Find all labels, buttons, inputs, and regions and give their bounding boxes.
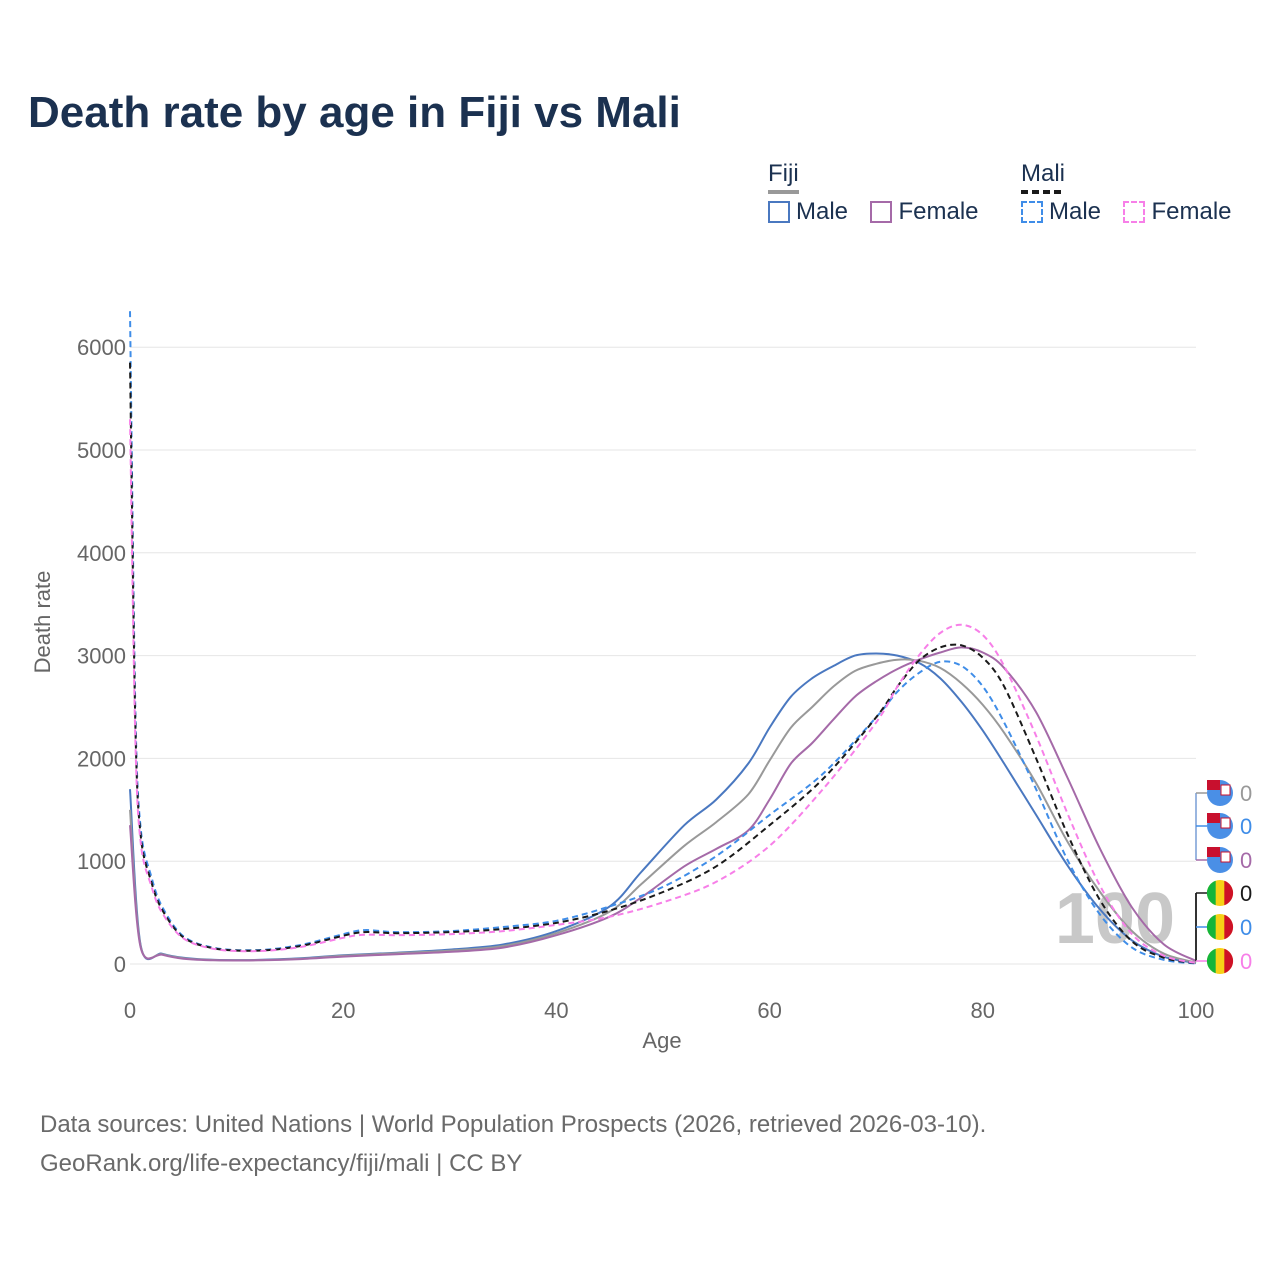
legend-group-fiji: Fiji Male Female <box>768 160 997 228</box>
legend-head-line-solid <box>768 190 799 194</box>
legend-item-label: Female <box>1151 198 1232 225</box>
legend-item-label: Female <box>898 198 979 225</box>
mali-flag-red <box>1224 880 1234 906</box>
legend-item-mali-male[interactable]: Male <box>1021 198 1101 226</box>
end-value-label: 0 <box>1240 881 1252 906</box>
series-line-fiji-both <box>129 658 1197 964</box>
source-link[interactable]: GeoRank.org/life-expectancy/fiji/mali | … <box>40 1150 523 1177</box>
y-tick-label: 1000 <box>77 849 126 874</box>
mali-flag-red <box>1224 948 1234 974</box>
x-tick-label: 40 <box>544 998 568 1023</box>
fiji-flag-shield <box>1220 784 1231 796</box>
legend-swatch <box>1021 201 1043 223</box>
series-line-mali-both <box>129 362 1197 965</box>
age-annotation: 100 <box>1055 879 1175 959</box>
fiji-flag-shield <box>1220 817 1231 829</box>
series-line-mali-male <box>129 311 1197 965</box>
y-tick-label: 0 <box>114 952 126 977</box>
legend-head-label: Mali <box>1021 160 1066 187</box>
legend-group-mali: Mali Male Female <box>1021 160 1250 228</box>
legend-head-label: Fiji <box>768 160 799 187</box>
legend-head-mali: Mali <box>1021 160 1066 194</box>
footer: Data sources: United Nations | World Pop… <box>40 1105 986 1183</box>
fiji-flag-canton <box>1207 780 1220 790</box>
x-axis-label: Age <box>642 1028 681 1053</box>
y-tick-label: 4000 <box>77 541 126 566</box>
legend-item-label: Male <box>796 198 849 225</box>
legend-item-label: Male <box>1049 198 1102 225</box>
mali-flag-green <box>1206 948 1216 974</box>
x-tick-label: 100 <box>1178 998 1215 1023</box>
y-tick-label: 6000 <box>77 335 126 360</box>
legend-item-fiji-male[interactable]: Male <box>768 198 848 226</box>
series-line-fiji-female <box>129 646 1197 962</box>
legend-head-fiji: Fiji <box>768 160 799 194</box>
end-value-label: 0 <box>1240 781 1252 806</box>
x-tick-label: 0 <box>124 998 136 1023</box>
y-tick-label: 5000 <box>77 438 126 463</box>
mali-flag-red <box>1224 914 1234 940</box>
y-axis-label: Death rate <box>30 571 55 674</box>
fiji-flag-shield <box>1220 851 1231 863</box>
fiji-flag-canton <box>1207 813 1220 823</box>
fiji-flag-canton <box>1207 847 1220 857</box>
mali-flag-green <box>1206 914 1216 940</box>
mali-flag-green <box>1206 880 1216 906</box>
legend-swatch <box>768 201 790 223</box>
end-value-label: 0 <box>1240 915 1252 940</box>
legend-swatch <box>1123 201 1146 223</box>
y-tick-label: 3000 <box>77 644 126 669</box>
y-tick-label: 2000 <box>77 746 126 771</box>
end-value-label: 0 <box>1240 949 1252 974</box>
x-tick-label: 80 <box>971 998 995 1023</box>
legend-head-line-dashed <box>1021 190 1066 194</box>
chart-title: Death rate by age in Fiji vs Mali <box>28 88 681 137</box>
x-tick-label: 20 <box>331 998 355 1023</box>
legend-item-fiji-female[interactable]: Female <box>870 198 979 226</box>
x-tick-label: 60 <box>757 998 781 1023</box>
legend-item-mali-female[interactable]: Female <box>1123 198 1232 226</box>
end-value-label: 0 <box>1240 848 1252 873</box>
end-value-label: 0 <box>1240 814 1252 839</box>
legend-swatch <box>870 201 893 223</box>
series-line-fiji-male <box>129 652 1197 964</box>
source-note: Data sources: United Nations | World Pop… <box>40 1111 987 1138</box>
